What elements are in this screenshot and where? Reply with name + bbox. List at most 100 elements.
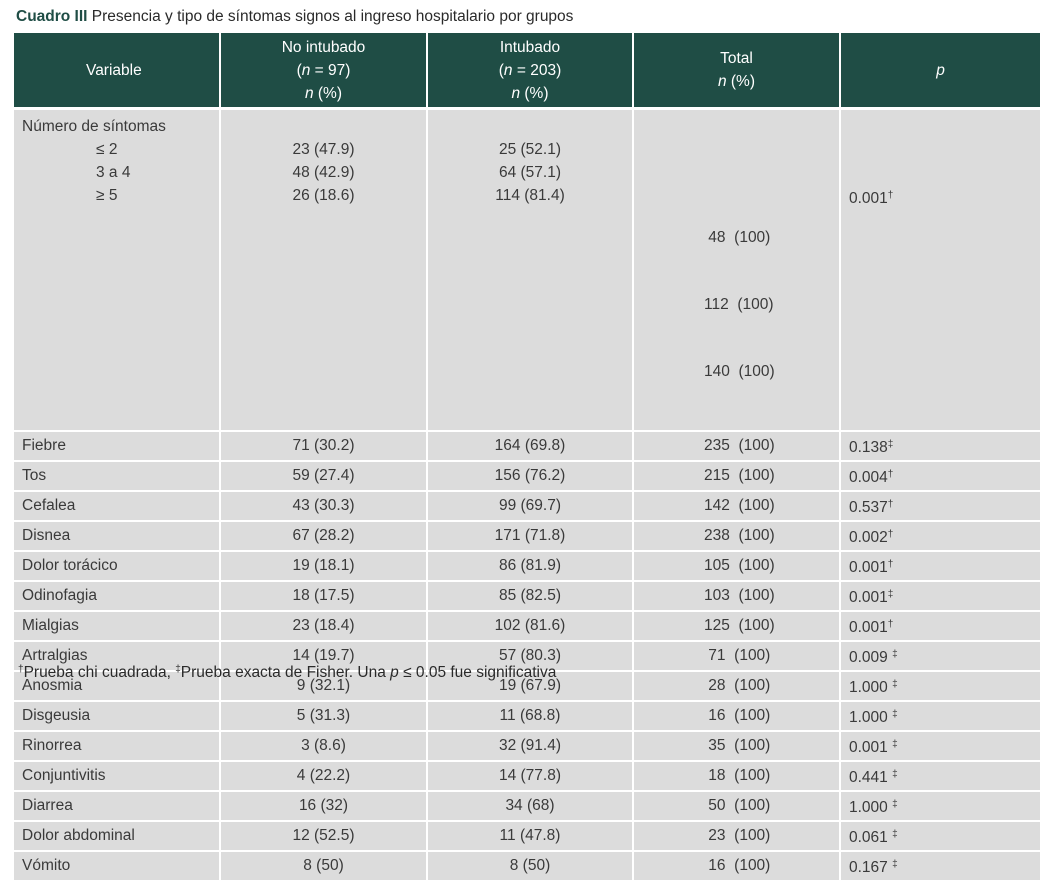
table-row: Rinorrea 3 (8.6) 32 (91.4) 35 (100) 0.001 … — [14, 730, 1040, 761]
symptoms-table: Variable No intubado (n = 97) n (%) Intu… — [14, 33, 1040, 880]
cell-variable: Tos — [14, 460, 221, 491]
cell-total: 16 (100) — [633, 700, 841, 731]
cell-p-value: 0.009 ‡ — [840, 640, 1040, 671]
cell-total: 23 (100) — [633, 820, 841, 851]
cell-no-intubado: 8 (50) — [220, 850, 428, 880]
table-row: Diarrea 16 (32) 34 (68) 50 (100) 1.000 ‡ — [14, 790, 1040, 821]
cell-p-value: 0.061 ‡ — [840, 820, 1040, 851]
cell-total: 142 (100) — [633, 490, 841, 521]
table-row: Dolor torácico 19 (18.1) 86 (81.9) 105 (100… — [14, 550, 1040, 581]
cell-total: 71 (100) — [633, 640, 841, 671]
header-intubado: Intubado (n = 203) n (%) — [427, 33, 634, 109]
table-row-symptom-count: Número de síntomas ≤ 2 3 a 4 ≥ 5 23 (47.… — [14, 107, 1040, 431]
cell-intubado: 164 (69.8) — [427, 430, 634, 461]
cell-total: 125 (100) — [633, 610, 841, 641]
cell-variable: Dolor torácico — [14, 550, 221, 581]
cell-no-intubado: 71 (30.2) — [220, 430, 428, 461]
cell-variable: Fiebre — [14, 430, 221, 461]
cell-p-value: 0.138‡ — [840, 430, 1040, 461]
cell-no-intubado: 3 (8.6) — [220, 730, 428, 761]
cell-intubado: 171 (71.8) — [427, 520, 634, 551]
cell-variable: Artralgias — [14, 640, 221, 671]
cell-variable: Mialgias — [14, 610, 221, 641]
cell-p-value: 0.001‡ — [840, 580, 1040, 611]
cell-variable: Conjuntivitis — [14, 760, 221, 791]
cell-total: 18 (100) — [633, 760, 841, 791]
cell-no-intubado: 12 (52.5) — [220, 820, 428, 851]
table-row: Vómito 8 (50) 8 (50) 16 (100) 0.167 ‡ — [14, 850, 1040, 880]
cell-no-intubado: 23 (18.4) — [220, 610, 428, 641]
cell-total: 235 (100) — [633, 430, 841, 461]
cell-total: 215 (100) — [633, 460, 841, 491]
cell-total: 16 (100) — [633, 850, 841, 880]
cell-variable: Diarrea — [14, 790, 221, 821]
table-number: Cuadro III — [16, 8, 88, 25]
cell-no-intubado: 19 (18.1) — [220, 550, 428, 581]
cell-no-intubado: 43 (30.3) — [220, 490, 428, 521]
cell-no-intubado: 67 (28.2) — [220, 520, 428, 551]
cell-total: 105 (100) — [633, 550, 841, 581]
table-row: Mialgias 23 (18.4) 102 (81.6) 125 (100) 0.00… — [14, 610, 1040, 641]
cell-p-value: 0.441 ‡ — [840, 760, 1040, 791]
cell-p-value: 0.167 ‡ — [840, 850, 1040, 880]
cell-p-value: 0.001† — [840, 610, 1040, 641]
cell-total: 28 (100) — [633, 670, 841, 701]
cell-intubado: 11 (68.8) — [427, 700, 634, 731]
table-row: Dolor abdominal 12 (52.5) 11 (47.8) 23 (10… — [14, 820, 1040, 851]
cell-no-intubado: 18 (17.5) — [220, 580, 428, 611]
cell-intubado: 32 (91.4) — [427, 730, 634, 761]
cell-p-value: 0.001† — [840, 107, 1040, 431]
cell-p-value: 0.537† — [840, 490, 1040, 521]
cell-no-intubado: 23 (47.9) 48 (42.9) 26 (18.6) — [220, 107, 428, 431]
cell-intubado: 8 (50) — [427, 850, 634, 880]
cell-intubado: 57 (80.3) — [427, 640, 634, 671]
table-row: Tos 59 (27.4) 156 (76.2) 215 (100) 0.004† — [14, 460, 1040, 491]
table-row: Cefalea 43 (30.3) 99 (69.7) 142 (100) 0.537† — [14, 490, 1040, 521]
cell-variable: Disgeusia — [14, 700, 221, 731]
cell-variable: Número de síntomas ≤ 2 3 a 4 ≥ 5 — [14, 107, 221, 431]
cell-no-intubado: 4 (22.2) — [220, 760, 428, 791]
cell-no-intubado: 5 (31.3) — [220, 700, 428, 731]
cell-intubado: 11 (47.8) — [427, 820, 634, 851]
cell-intubado: 25 (52.1) 64 (57.1) 114 (81.4) — [427, 107, 634, 431]
cell-p-value: 0.001 ‡ — [840, 730, 1040, 761]
table-row: Odinofagia 18 (17.5) 85 (82.5) 103 (100) 0.0… — [14, 580, 1040, 611]
cell-variable: Odinofagia — [14, 580, 221, 611]
table-row: Disgeusia 5 (31.3) 11 (68.8) 16 (100) 1.00… — [14, 700, 1040, 731]
cell-variable: Dolor abdominal — [14, 820, 221, 851]
cell-variable: Disnea — [14, 520, 221, 551]
header-p: p — [840, 33, 1040, 109]
cell-intubado: 99 (69.7) — [427, 490, 634, 521]
cell-no-intubado: 59 (27.4) — [220, 460, 428, 491]
cell-intubado: 85 (82.5) — [427, 580, 634, 611]
cell-intubado: 34 (68) — [427, 790, 634, 821]
cell-no-intubado: 16 (32) — [220, 790, 428, 821]
cell-intubado: 102 (81.6) — [427, 610, 634, 641]
table-row: Artralgias 14 (19.7) 57 (80.3) 71 (100) 0.0… — [14, 640, 1040, 671]
table-row: Disnea 67 (28.2) 171 (71.8) 238 (100) 0.002† — [14, 520, 1040, 551]
cell-total: 238 (100) — [633, 520, 841, 551]
table-title: Presencia y tipo de síntomas signos al i… — [91, 8, 574, 25]
cell-p-value: 0.001† — [840, 550, 1040, 581]
table-row: Conjuntivitis 4 (22.2) 14 (77.8) 18 (100)… — [14, 760, 1040, 791]
cell-p-value: 1.000 ‡ — [840, 700, 1040, 731]
cell-p-value: 1.000 ‡ — [840, 670, 1040, 701]
table-caption: Cuadro III Presencia y tipo de síntomas … — [16, 8, 573, 26]
cell-p-value: 0.002† — [840, 520, 1040, 551]
cell-intubado: 86 (81.9) — [427, 550, 634, 581]
cell-total: 50 (100) — [633, 790, 841, 821]
cell-total: 103 (100) — [633, 580, 841, 611]
cell-total: 48 (100) 112 (100) 140 (100) — [633, 107, 841, 431]
cell-no-intubado: 14 (19.7) — [220, 640, 428, 671]
header-row: Variable No intubado (n = 97) n (%) Intu… — [14, 33, 1040, 109]
cell-variable: Cefalea — [14, 490, 221, 521]
cell-total: 35 (100) — [633, 730, 841, 761]
header-total: Total n (%) — [633, 33, 841, 109]
cell-p-value: 0.004† — [840, 460, 1040, 491]
cell-p-value: 1.000 ‡ — [840, 790, 1040, 821]
cell-intubado: 14 (77.8) — [427, 760, 634, 791]
cell-variable: Rinorrea — [14, 730, 221, 761]
table-row: Fiebre 71 (30.2) 164 (69.8) 235 (100) 0.138‡ — [14, 430, 1040, 461]
cell-variable: Vómito — [14, 850, 221, 880]
header-variable: Variable — [14, 33, 221, 109]
